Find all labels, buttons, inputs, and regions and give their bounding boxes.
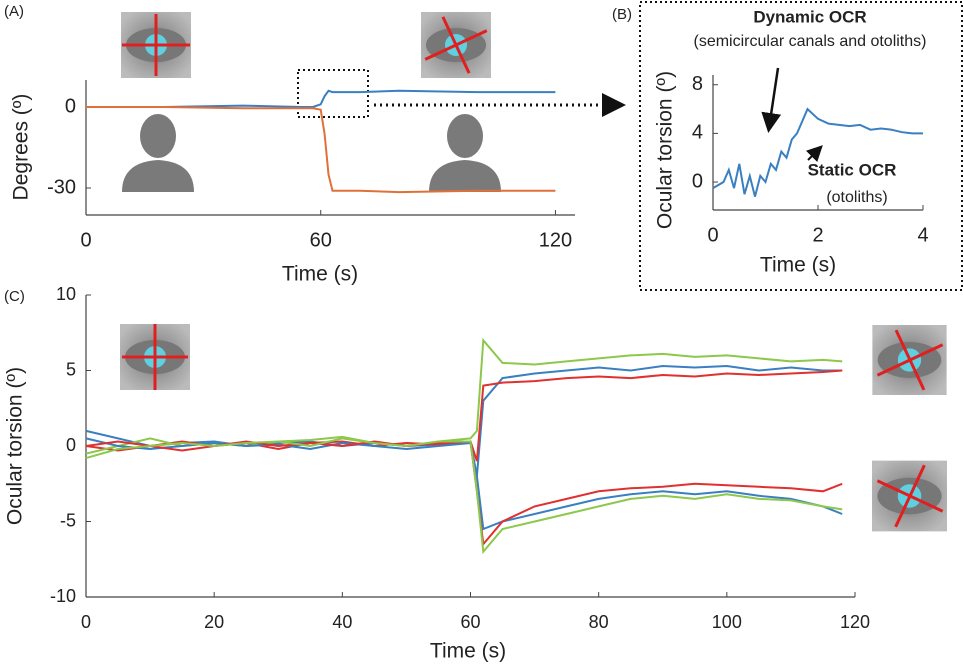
panel-label: (B) [612,6,632,23]
y-axis-label: Degrees (º) [10,94,33,201]
data-line [85,364,843,477]
annotation: Dynamic OCR [753,7,866,26]
x-tick-label: 60 [310,229,332,251]
panel-label: (A) [4,3,24,20]
x-axis-label: Time (s) [430,640,506,663]
y-tick-label: 0 [65,95,76,117]
y-axis-label: Ocular torsion (º) [4,367,27,525]
annotation: Static OCR [808,160,897,179]
x-tick-label: 2 [812,224,823,246]
annotation: (otoliths) [826,189,887,206]
x-tick-label: 0 [81,612,91,632]
data-line [86,106,556,194]
data-line [85,437,843,531]
data-line [85,440,843,547]
x-tick-label: 20 [204,612,224,632]
x-axis-label: Time (s) [282,263,358,286]
x-tick-label: 120 [539,229,572,251]
x-tick-label: 100 [712,612,742,632]
y-axis-label: Ocular torsion (º) [654,71,677,229]
x-tick-label: 80 [589,612,609,632]
y-tick-label: -5 [60,510,76,530]
y-tick-label: 10 [56,284,76,304]
y-tick-label: 0 [692,170,703,192]
x-tick-label: 60 [460,612,480,632]
x-tick-label: 0 [80,229,91,251]
x-tick-label: 4 [917,224,928,246]
y-tick-label: -30 [47,176,76,198]
data-line [86,89,556,108]
data-line [712,107,923,197]
x-tick-label: 40 [332,612,352,632]
y-tick-label: -10 [50,586,76,606]
annotation: (semicircular canals and otoliths) [694,33,927,50]
y-tick-label: 4 [692,122,703,144]
data-line [85,437,843,555]
data-line [85,337,843,455]
panel-label: (C) [4,288,25,305]
x-tick-label: 120 [840,612,870,632]
y-tick-label: 5 [66,359,76,379]
y-tick-label: 8 [692,73,703,95]
illustrations [120,1,963,532]
y-tick-label: 0 [66,435,76,455]
x-tick-label: 0 [707,224,718,246]
x-axis-label: Time (s) [760,254,836,277]
